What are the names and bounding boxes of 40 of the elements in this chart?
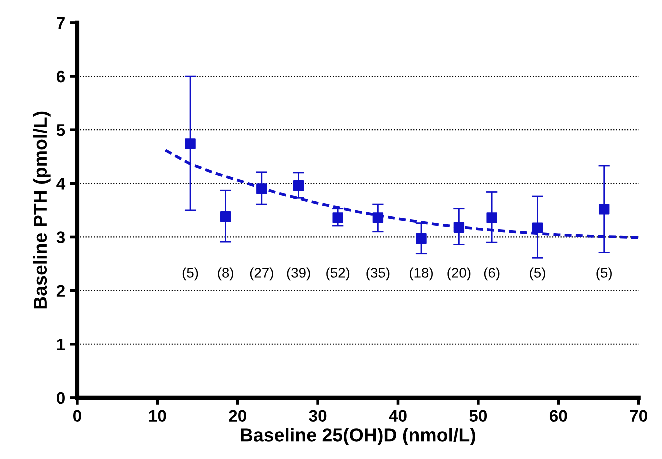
x-tick-label: 30 [309, 410, 327, 422]
annotation: (5) [596, 268, 612, 281]
x-tick-label: 0 [73, 410, 82, 422]
annotation: (39) [287, 268, 310, 281]
point [372, 212, 384, 224]
x-tick-label: 60 [550, 410, 568, 422]
y-tick-label: 3 [56, 232, 66, 244]
point [256, 184, 268, 194]
x-tick-label: 20 [229, 410, 246, 422]
annotation: (35) [366, 268, 390, 281]
x-tick-label: 50 [470, 410, 488, 422]
x-tick-label: 40 [389, 410, 407, 422]
annotation: (5) [182, 268, 198, 281]
annotation: (8) [218, 268, 234, 281]
y-tick-label: 2 [56, 285, 65, 297]
annotation: (20) [448, 268, 471, 281]
y-tick-label: 4 [56, 178, 66, 190]
annotation: (18) [410, 268, 433, 281]
y-tick-label: 1 [57, 338, 66, 350]
x-tick-label: 70 [630, 410, 648, 422]
point [185, 138, 196, 150]
point [532, 222, 544, 234]
point [486, 212, 498, 224]
point [332, 212, 344, 224]
y-axis-title: Baseline PTH (pmol/L) [33, 112, 51, 309]
y-tick-label: 5 [56, 124, 66, 136]
point [416, 233, 427, 244]
point [293, 180, 304, 192]
annotation: (6) [484, 268, 500, 281]
point [220, 212, 232, 222]
y-tick-label: 0 [57, 392, 65, 404]
y-tick-label: 7 [57, 18, 65, 29]
annotation: (5) [530, 268, 546, 281]
y-tick-label: 6 [56, 70, 66, 83]
x-tick-label: 10 [149, 410, 166, 422]
point [454, 222, 465, 233]
x-axis-title: Baseline 25(OH)D (nmol/L) [241, 428, 476, 446]
point [598, 204, 610, 215]
annotation: (27) [250, 268, 274, 281]
annotation: (52) [326, 268, 350, 281]
